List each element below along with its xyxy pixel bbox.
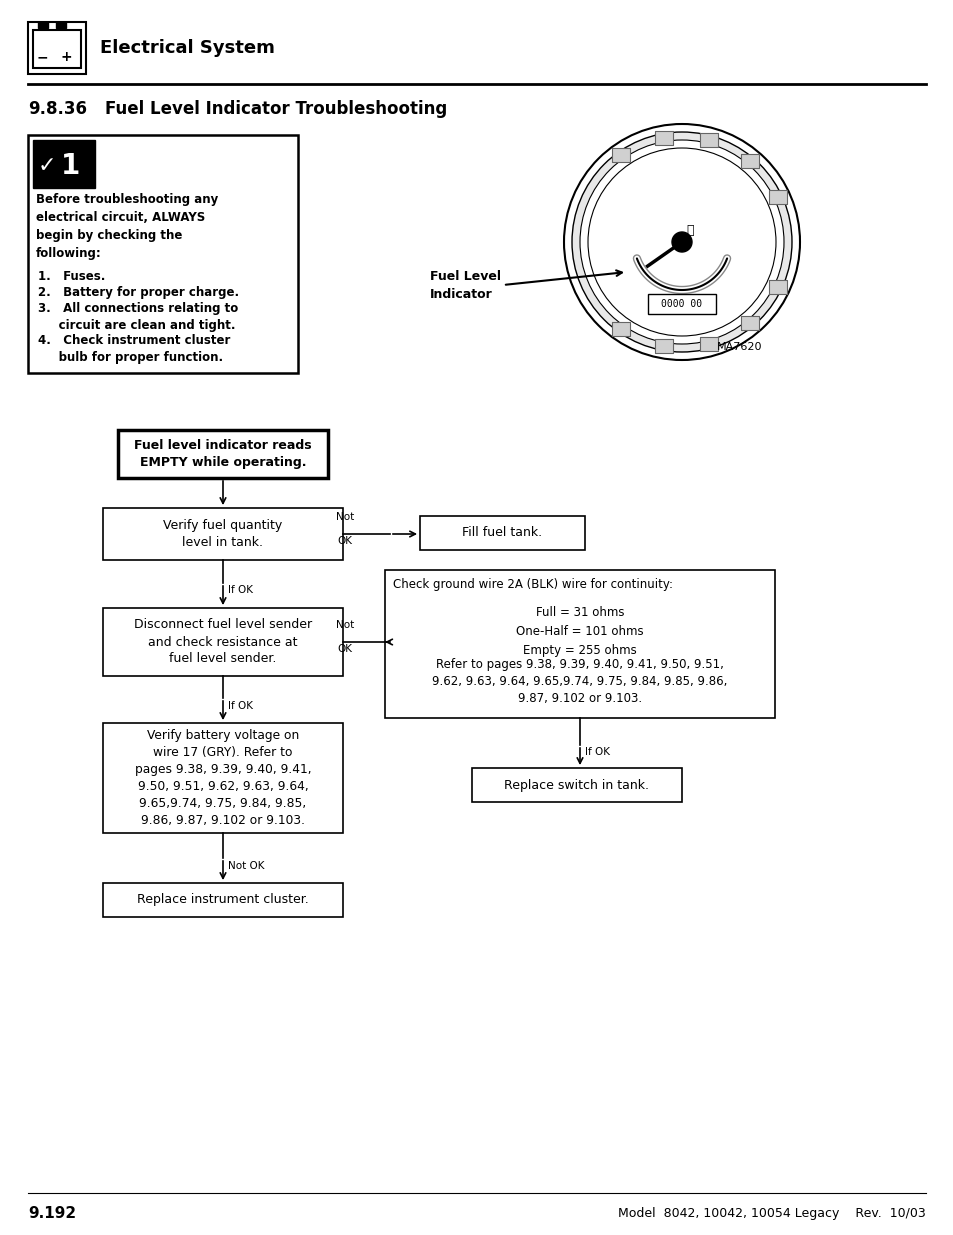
Text: Fuel Level Indicator Troubleshooting: Fuel Level Indicator Troubleshooting <box>105 100 447 119</box>
Text: Replace switch in tank.: Replace switch in tank. <box>504 778 649 792</box>
Bar <box>768 280 786 294</box>
Text: Replace instrument cluster.: Replace instrument cluster. <box>137 893 309 906</box>
Text: 4.   Check instrument cluster
     bulb for proper function.: 4. Check instrument cluster bulb for pro… <box>38 333 230 364</box>
Bar <box>647 294 716 314</box>
Text: 9.8.36: 9.8.36 <box>28 100 87 119</box>
Bar <box>38 22 48 28</box>
Text: Model  8042, 10042, 10054 Legacy    Rev.  10/03: Model 8042, 10042, 10054 Legacy Rev. 10/… <box>618 1207 925 1219</box>
Bar <box>103 608 343 676</box>
Text: Not: Not <box>335 620 354 630</box>
Circle shape <box>671 232 691 252</box>
Text: 1: 1 <box>61 152 81 180</box>
Circle shape <box>587 148 775 336</box>
Text: Verify fuel quantity
level in tank.: Verify fuel quantity level in tank. <box>163 519 282 550</box>
Bar <box>768 190 786 204</box>
Text: 1.   Fuses.: 1. Fuses. <box>38 270 105 283</box>
Text: 3.   All connections relating to
     circuit are clean and tight.: 3. All connections relating to circuit a… <box>38 303 238 332</box>
Bar <box>700 132 718 147</box>
Bar <box>654 131 672 144</box>
Circle shape <box>563 124 800 359</box>
Bar <box>472 768 681 802</box>
Text: If OK: If OK <box>228 585 253 595</box>
Text: 0000 00: 0000 00 <box>660 299 701 309</box>
Text: Disconnect fuel level sender
and check resistance at
fuel level sender.: Disconnect fuel level sender and check r… <box>133 619 312 666</box>
Bar <box>103 722 343 832</box>
Text: Electrical System: Electrical System <box>100 40 274 57</box>
Text: OK: OK <box>337 643 352 655</box>
Text: Not: Not <box>335 513 354 522</box>
Text: Fill fuel tank.: Fill fuel tank. <box>462 526 542 540</box>
Text: −: − <box>36 49 48 64</box>
Bar <box>700 337 718 352</box>
Bar <box>612 148 630 162</box>
Text: Fuel Level
Indicator: Fuel Level Indicator <box>430 269 500 300</box>
Bar <box>103 883 343 918</box>
Text: Full = 31 ohms
One-Half = 101 ohms
Empty = 255 ohms: Full = 31 ohms One-Half = 101 ohms Empty… <box>516 606 643 657</box>
Text: 9.192: 9.192 <box>28 1205 76 1220</box>
Text: Check ground wire 2A (BLK) wire for continuity:: Check ground wire 2A (BLK) wire for cont… <box>393 578 672 592</box>
Bar <box>419 516 584 550</box>
Bar <box>103 508 343 559</box>
Text: Verify battery voltage on
wire 17 (GRY). Refer to
pages 9.38, 9.39, 9.40, 9.41,
: Verify battery voltage on wire 17 (GRY).… <box>134 729 311 827</box>
Bar <box>118 430 328 478</box>
Text: Refer to pages 9.38, 9.39, 9.40, 9.41, 9.50, 9.51,
9.62, 9.63, 9.64, 9.65,9.74, : Refer to pages 9.38, 9.39, 9.40, 9.41, 9… <box>432 658 727 705</box>
Text: ⛽: ⛽ <box>685 224 693 236</box>
Text: OK: OK <box>337 536 352 546</box>
Text: ✓: ✓ <box>38 156 56 177</box>
Bar <box>56 22 66 28</box>
Text: Before troubleshooting any
electrical circuit, ALWAYS
begin by checking the
foll: Before troubleshooting any electrical ci… <box>36 193 218 261</box>
Text: If OK: If OK <box>228 701 253 711</box>
Bar <box>28 22 86 74</box>
Text: Fuel level indicator reads
EMPTY while operating.: Fuel level indicator reads EMPTY while o… <box>134 438 312 469</box>
Circle shape <box>579 140 783 345</box>
Bar <box>28 135 297 373</box>
Bar <box>740 154 759 168</box>
Text: +: + <box>60 49 71 64</box>
Bar <box>33 30 81 68</box>
Text: MA7620: MA7620 <box>716 342 761 352</box>
Bar <box>385 571 774 718</box>
Bar <box>33 140 95 188</box>
Bar <box>740 316 759 330</box>
Text: If OK: If OK <box>584 747 609 757</box>
Text: Not OK: Not OK <box>228 861 264 871</box>
Bar <box>612 322 630 336</box>
Text: 2.   Battery for proper charge.: 2. Battery for proper charge. <box>38 287 239 299</box>
Text: st: st <box>77 144 89 156</box>
Bar <box>654 340 672 353</box>
Circle shape <box>572 132 791 352</box>
